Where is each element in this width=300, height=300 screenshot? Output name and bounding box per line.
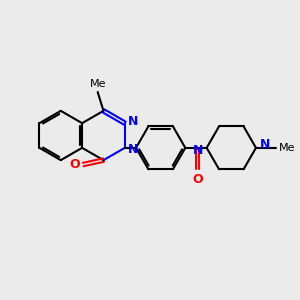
Text: N: N	[128, 115, 138, 128]
Text: Me: Me	[279, 143, 295, 153]
Text: N: N	[260, 138, 270, 152]
Text: N: N	[128, 143, 138, 156]
Text: Me: Me	[89, 79, 106, 89]
Text: O: O	[70, 158, 80, 171]
Text: O: O	[192, 173, 203, 186]
Text: N: N	[193, 144, 203, 157]
